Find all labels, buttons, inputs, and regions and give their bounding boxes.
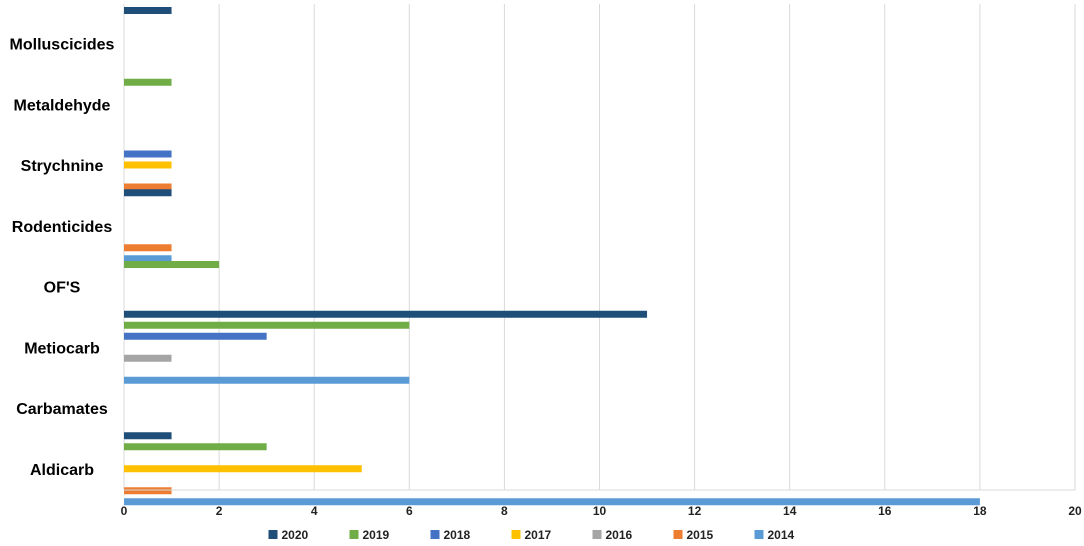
bar-molluscicides-2020 [124,7,172,14]
bar-metiocarb-2020 [124,310,648,318]
bars [124,7,980,506]
legend-label: 2018 [444,528,471,542]
bar-metiocarb-2014 [124,376,410,384]
x-axis: 0 2 4 6 8 10 12 14 16 18 20 [121,489,1082,518]
category-label-molluscicides: Molluscicides [10,37,115,54]
x-tick-label: 8 [501,504,508,518]
x-tick-label: 4 [311,504,318,518]
bar-rodenticides-2014 [124,255,172,263]
legend-swatch [511,530,521,539]
legend-swatch [349,530,359,539]
x-tick-label: 6 [406,504,413,518]
bar-of-s-2019 [124,261,220,268]
legend: 2020 2019 2018 2017 2016 2015 2014 [268,528,795,542]
category-labels: Molluscicides Metaldehyde Strychnine Rodent… [10,37,115,479]
bar-metiocarb-2019 [124,321,410,329]
legend-swatch [430,530,440,539]
bar-strychnine-2015 [124,183,172,191]
category-label-rodenticides: Rodenticides [12,219,113,236]
legend-label: 2019 [363,528,390,542]
legend-label: 2015 [687,528,714,542]
bar-rodenticides-2020 [124,189,172,197]
category-label-aldicarb: Aldicarb [30,462,94,479]
bar-aldicarb-2015 [124,487,172,495]
bar-aldicarb-2020 [124,432,172,440]
x-tick-label: 12 [688,504,702,518]
x-tick-label: 2 [216,504,223,518]
legend-item-2015: 2015 [673,528,714,542]
legend-label: 2017 [525,528,552,542]
legend-label: 2016 [606,528,633,542]
bar-aldicarb-2014 [124,498,980,506]
x-tick-label: 20 [1068,504,1082,518]
bar-aldicarb-2019 [124,443,267,451]
x-tick-label: 16 [878,504,892,518]
legend-item-2020: 2020 [268,528,309,542]
gridlines [123,4,1076,490]
x-tick-label: 0 [121,504,128,518]
bar-strychnine-2017 [124,161,172,169]
legend-item-2018: 2018 [430,528,471,542]
bar-metiocarb-2018 [124,332,267,340]
legend-swatch [673,530,683,539]
bar-metaldehyde-2019 [124,78,172,86]
category-label-of-s: OF'S [44,280,81,297]
legend-label: 2020 [282,528,309,542]
category-label-strychnine: Strychnine [21,158,104,175]
legend-item-2017: 2017 [511,528,552,542]
x-tick-label: 10 [593,504,607,518]
x-tick-label: 14 [783,504,797,518]
x-tick-label: 18 [973,504,987,518]
legend-item-2019: 2019 [349,528,390,542]
legend-item-2014: 2014 [754,528,795,542]
legend-label: 2014 [768,528,795,542]
category-label-metaldehyde: Metaldehyde [14,97,111,114]
bar-aldicarb-2017 [124,465,362,473]
legend-swatch [754,530,764,539]
legend-swatch [592,530,602,539]
category-label-metiocarb: Metiocarb [24,340,100,357]
bar-rodenticides-2015 [124,244,172,252]
legend-swatch [268,530,278,539]
bar-strychnine-2018 [124,150,172,158]
bar-metiocarb-2016 [124,354,172,362]
category-label-carbamates: Carbamates [16,401,108,418]
legend-item-2016: 2016 [592,528,633,542]
